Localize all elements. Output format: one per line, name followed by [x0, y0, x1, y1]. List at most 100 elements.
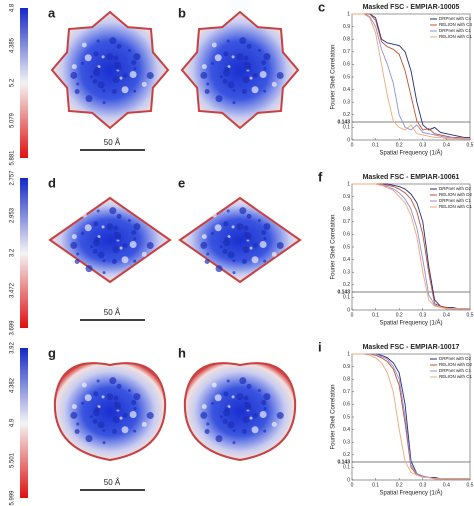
- density-detail: [214, 394, 222, 402]
- x-tick-label: 0.3: [419, 482, 426, 488]
- legend-label: RELION with D2: [439, 362, 473, 367]
- density-detail: [106, 223, 114, 231]
- density-detail: [222, 248, 228, 254]
- y-tick-label: 0.1: [343, 125, 350, 131]
- density-detail: [222, 418, 228, 424]
- colorbar-label: 3.92: [10, 342, 16, 354]
- density-detail: [231, 55, 235, 59]
- y-tick-label: 1: [347, 181, 350, 187]
- density-detail: [271, 251, 277, 257]
- density-detail: [259, 70, 267, 78]
- density-detail: [133, 89, 137, 93]
- x-tick-label: 0.3: [419, 142, 426, 148]
- density-detail: [263, 237, 267, 241]
- density-detail: [232, 89, 236, 93]
- density-detail: [102, 271, 106, 275]
- density-detail: [232, 101, 236, 105]
- legend-label: DRPnet with C1: [439, 198, 472, 203]
- density-detail: [109, 377, 117, 385]
- density-detail: [239, 377, 247, 385]
- legend-label: DRPnet with C4: [439, 16, 472, 21]
- panel-letter: e: [178, 175, 185, 190]
- legend-label: RELION with C1: [439, 204, 473, 209]
- density-detail: [84, 394, 92, 402]
- chart-title: Masked FSC - EMPIAR-10017: [363, 344, 460, 351]
- density-detail: [129, 70, 137, 78]
- panel-letter: i: [318, 339, 322, 354]
- density-detail: [121, 256, 129, 264]
- density-detail: [70, 71, 78, 79]
- density-detail: [249, 246, 253, 250]
- density-detail: [93, 51, 99, 57]
- density-detail: [251, 426, 259, 434]
- density-detail: [227, 81, 235, 89]
- density-detail: [93, 409, 101, 417]
- y-tick-label: 0.1: [343, 465, 350, 471]
- density-detail: [263, 53, 271, 61]
- density-detail: [96, 209, 100, 213]
- legend-label: DRPnet with D2: [439, 186, 472, 191]
- density-detail: [244, 61, 248, 65]
- density-detail: [200, 241, 208, 249]
- y-tick-label: 0.6: [343, 232, 350, 238]
- density-detail: [70, 241, 78, 249]
- y-tick-label: 1: [347, 11, 350, 17]
- y-tick-label: 0: [347, 137, 350, 143]
- colorbar-label: 4.385: [10, 37, 16, 53]
- x-tick-label: 0.4: [443, 312, 450, 318]
- density-detail: [129, 410, 137, 418]
- density-detail: [211, 401, 215, 405]
- colorbar: [20, 178, 28, 328]
- density-detail: [241, 258, 247, 264]
- density-detail: [122, 412, 128, 418]
- density-detail: [271, 421, 277, 427]
- density-detail: [219, 415, 223, 419]
- y-tick-label: 1: [347, 351, 350, 357]
- density-detail: [113, 55, 119, 61]
- x-tick-label: 0.4: [443, 142, 450, 148]
- density-detail: [127, 218, 131, 222]
- panel-letter: a: [48, 5, 56, 20]
- colorbar-label: 3.472: [10, 282, 16, 298]
- density-detail: [114, 61, 118, 65]
- density-detail: [122, 72, 128, 78]
- density-detail: [131, 400, 137, 406]
- colorbar-label: 5.2: [10, 78, 16, 87]
- density-detail: [257, 48, 261, 52]
- density-detail: [241, 428, 247, 434]
- density-detail: [257, 388, 261, 392]
- legend-label: RELION with C4: [439, 22, 473, 27]
- x-tick-label: 0.1: [372, 312, 379, 318]
- density-detail: [206, 252, 210, 256]
- density-detail: [214, 224, 222, 232]
- legend-label: DRPnet with C1: [439, 28, 472, 33]
- density-detail: [241, 88, 247, 94]
- density-detail: [263, 429, 267, 433]
- density-detail: [111, 258, 117, 264]
- density-detail: [131, 230, 137, 236]
- density-detail: [102, 429, 106, 433]
- density-detail: [246, 43, 252, 49]
- density-detail: [223, 51, 229, 57]
- density-detail: [81, 382, 87, 388]
- density-detail: [206, 82, 210, 86]
- density-detail: [232, 441, 236, 445]
- x-tick-label: 0.1: [372, 482, 379, 488]
- density-detail: [121, 86, 129, 94]
- density-detail: [239, 207, 247, 215]
- density-detail: [102, 441, 106, 445]
- density-detail: [211, 231, 215, 235]
- y-tick-label: 0.9: [343, 24, 350, 30]
- fsc-line: [352, 353, 470, 480]
- density-detail: [109, 37, 117, 45]
- density-detail: [227, 421, 235, 429]
- density-detail: [259, 240, 267, 248]
- density-detail: [102, 101, 106, 105]
- density-detail: [219, 245, 223, 249]
- density-detail: [92, 418, 98, 424]
- density-detail: [246, 383, 252, 389]
- x-axis-label: Spatial Frequency (1/Å): [379, 320, 442, 327]
- density-detail: [76, 252, 80, 256]
- density-detail: [76, 422, 80, 426]
- density-detail: [211, 61, 215, 65]
